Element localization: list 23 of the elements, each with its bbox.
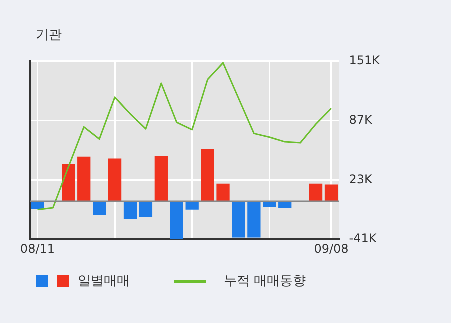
bar	[216, 184, 230, 202]
y-tick-label: 23K	[349, 172, 374, 186]
bar	[78, 156, 91, 202]
bar	[201, 149, 214, 202]
legend-label: 누적 매매동향	[224, 273, 306, 290]
legend-label: 일별매매	[78, 273, 130, 290]
bar	[93, 202, 106, 216]
y-tick-label: 151K	[349, 53, 382, 68]
bar	[170, 202, 184, 240]
x-tick-label: 09/08	[314, 242, 349, 256]
bar	[309, 184, 323, 202]
x-tick-label: 08/11	[20, 242, 56, 256]
bar	[108, 158, 122, 202]
bar	[124, 202, 138, 220]
bar	[139, 202, 153, 218]
chart-title: 기관	[36, 27, 62, 44]
y-tick-label: 87K	[349, 112, 374, 127]
bar	[62, 164, 76, 202]
y-tick-label: -41K	[349, 232, 378, 246]
bar	[248, 202, 261, 238]
bar	[232, 202, 246, 238]
bar	[324, 184, 338, 202]
bar	[154, 156, 168, 202]
